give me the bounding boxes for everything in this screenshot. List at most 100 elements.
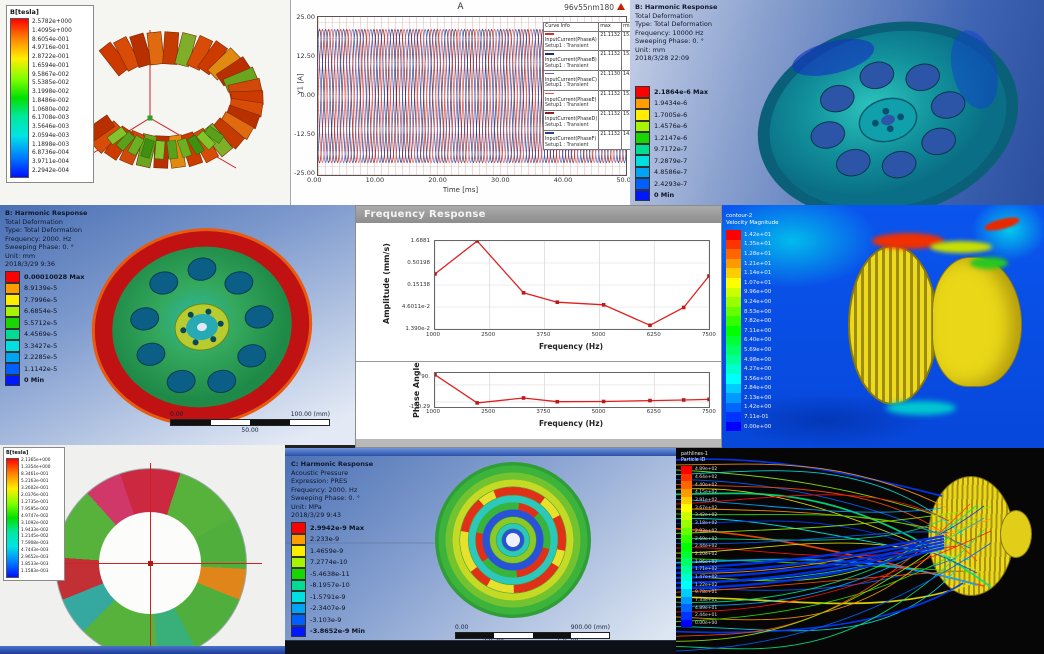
data-point-marker — [601, 303, 606, 307]
axis-tick-label: 2500 — [481, 332, 496, 338]
legend-row: -1.5791e-9 — [291, 591, 365, 603]
legend-color-swatch — [726, 258, 741, 269]
flux-legend-box: B[tesla] 2.1365e+000 1.3354e+000 8.3461e… — [3, 447, 65, 581]
legend-color-swatch — [681, 581, 692, 589]
text-line: Acoustic Pressure — [291, 468, 349, 477]
text-line: 2018/3/29 9:36 — [5, 260, 55, 268]
legend-band-row: 7.33e+01 — [681, 596, 717, 605]
curve-rms-value: 14.9750 — [621, 70, 630, 91]
legend-value: 2.1864e-6 Max — [654, 87, 709, 96]
legend-value: 2.84e+00 — [744, 385, 772, 392]
legend-value: 4.98e+00 — [744, 356, 772, 363]
legend-color-swatch — [291, 614, 306, 626]
legend-color-swatch — [726, 345, 741, 355]
data-point-marker — [475, 401, 479, 405]
data-point-marker — [435, 373, 437, 377]
curve-color-swatch — [545, 92, 554, 95]
phase-x-ticks: 1000 2500 3750 5000 6250 7500 — [426, 409, 716, 415]
axis-tick-label: 0.15138 — [407, 282, 430, 288]
legend-band-row: 8.53e+00 — [726, 306, 778, 317]
legend-band-row: 1.35e+01 — [726, 239, 778, 250]
axis-tick-label: 0.00 — [307, 176, 322, 184]
legend-value: -8.1957e-10 — [310, 581, 350, 590]
legend-value: 1.9434e-6 — [654, 99, 688, 108]
legend-band-row: 9.96e+00 — [726, 287, 778, 298]
legend-title: B[tesla] — [6, 450, 29, 456]
legend-band-row: 4.89e+02 — [681, 466, 717, 474]
streamline — [676, 534, 945, 570]
axis-tick-label: 3750 — [536, 332, 551, 338]
legend-value: 2.233e-9 — [310, 535, 340, 544]
legend-band-row: 2.44e+01 — [681, 612, 717, 620]
legend-value: 4.27e+00 — [744, 366, 772, 373]
window-titlebar[interactable]: Frequency Response — [356, 206, 721, 223]
legend-value: 1.42e+01 — [744, 231, 772, 238]
panel-flux-section: B[tesla] 2.1365e+000 1.3354e+000 8.3461e… — [0, 445, 285, 654]
legend-value: 4.15e+02 — [695, 490, 718, 496]
legend-color-swatch — [5, 317, 20, 329]
legend-color-swatch — [726, 325, 741, 336]
text-line: 2.8722e-001 — [32, 54, 70, 60]
contour-patch — [970, 257, 1008, 269]
axis-tick-label: 3750 — [536, 409, 551, 415]
axis-tick-label: 6250 — [646, 332, 661, 338]
ruler-max: 900.00 (mm) — [570, 624, 610, 631]
legend-band-row: 7.82e+00 — [726, 316, 778, 326]
legend-value: -1.5791e-9 — [310, 592, 346, 601]
streamline — [676, 498, 943, 513]
amplitude-y-ticks: 1.6881 0.50198 0.15138 4.6011e-2 1.390e-… — [392, 238, 430, 332]
legend-band-row: 7.11e-01 — [726, 412, 778, 422]
legend-color-swatch — [726, 277, 741, 288]
legend-row: 3.3427e-5 — [5, 340, 84, 352]
legend-color-swatch — [726, 297, 741, 307]
legend-row: 2.1864e-6 Max — [635, 86, 708, 98]
contour-patch — [930, 241, 992, 253]
curve-max-value: 21.1132 — [598, 129, 623, 151]
amplitude-axis-label: Amplitude (mm/s) — [382, 243, 391, 324]
coil-segment — [127, 135, 145, 156]
streamline — [676, 513, 964, 548]
legend-color-swatch — [5, 328, 20, 340]
legend-row: 1.4576e-6 — [635, 120, 708, 132]
coil-segment — [166, 139, 179, 160]
legend-color-swatch — [681, 527, 692, 536]
legend-color-swatch — [291, 533, 306, 545]
curve-rows: InputCurrent(PhaseA) Setup1 : Transient 2… — [542, 30, 630, 151]
coil-segment — [115, 131, 136, 152]
legend-row: 2.2285e-5 — [5, 351, 84, 363]
text-line: 5.2163e-001 — [21, 478, 49, 484]
legend-band-row: 5.69e+00 — [726, 345, 778, 355]
result-legend: 0.00010028 Max 8.9139e-5 7.7996e-5 6.685… — [5, 271, 84, 386]
data-point-marker — [521, 291, 526, 295]
text-line: Type: Total Deformation — [5, 226, 83, 234]
flux-legend-box: B[tesla] 2.5782e+000 1.4095e+000 8.6054e… — [6, 5, 94, 183]
curve-color-swatch — [545, 33, 554, 35]
legend-band-row: 4.40e+02 — [681, 481, 717, 490]
legend-color-swatch — [5, 282, 20, 294]
streamline — [676, 542, 964, 560]
legend-band-row: 1.96e+02 — [681, 558, 717, 566]
text-line: 4.7443e-003 — [21, 548, 49, 554]
legend-band-row: 3.91e+02 — [681, 496, 717, 505]
legend-row: 2.9942e-9 Max — [291, 522, 365, 534]
ruler-bar — [455, 632, 610, 639]
streamline — [676, 583, 971, 605]
curve-info-row: InputCurrent(PhaseF) Setup1 : Transient 2… — [542, 129, 630, 151]
text-line: 1.4095e+000 — [32, 27, 72, 34]
legend-value: 9.24e+00 — [744, 298, 772, 305]
text-line: Unit: mm — [635, 45, 666, 54]
curve-info-header: Curve Info max rms — [542, 22, 630, 32]
legend-band-row: 2.69e+02 — [681, 535, 717, 543]
streamline — [676, 504, 978, 603]
coil-segment — [203, 125, 225, 144]
curve-info-row: InputCurrent(PhaseB) Setup1 : Transient 2… — [542, 50, 630, 72]
legend-value: 4.8586e-7 — [654, 168, 688, 177]
phase-x-label: Frequency (Hz) — [538, 419, 603, 428]
legend-color-swatch — [5, 305, 20, 317]
axis-tick-label: 4.6011e-2 — [401, 304, 430, 310]
axis-tick-label: 1000 — [426, 332, 440, 338]
legend-color-swatch — [5, 351, 20, 363]
legend-color-swatch — [681, 535, 692, 543]
curve-rms-value: 15.0668 — [621, 50, 630, 72]
legend-title-line: Velocity Magnitude — [726, 220, 779, 226]
